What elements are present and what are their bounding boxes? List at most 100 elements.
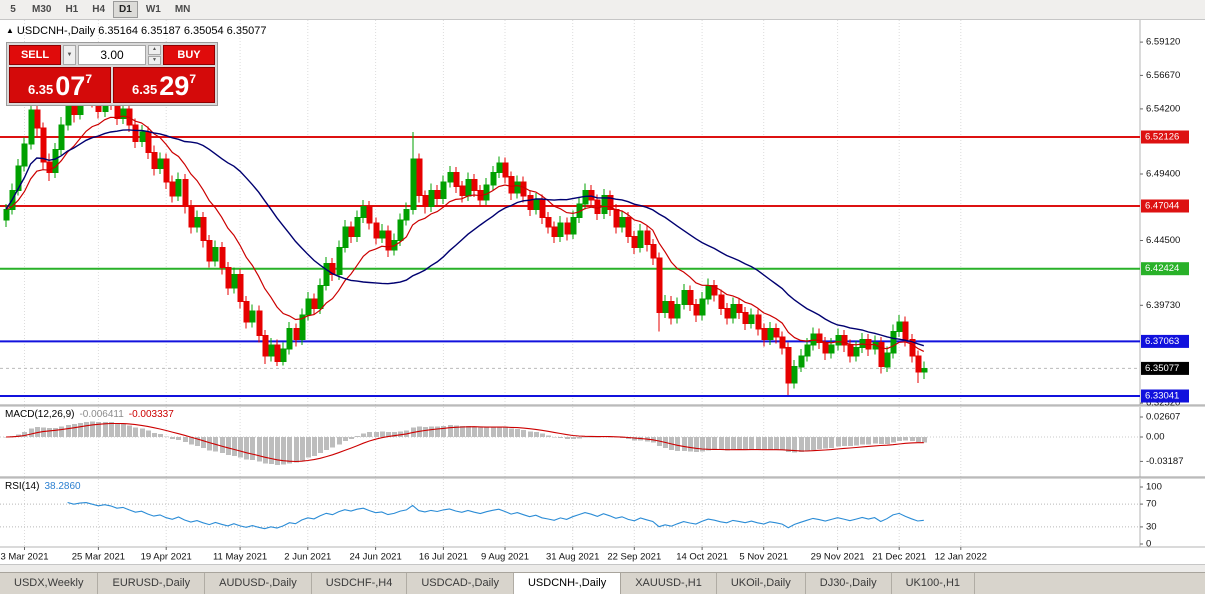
timeframe-button-d1[interactable]: D1 [113,1,138,18]
order-dropdown-button[interactable]: ▼ [63,45,76,65]
macd-histogram-bar [491,427,496,437]
candle-body [453,172,460,187]
horizontal-scrollbar[interactable] [0,564,1205,572]
macd-histogram-bar [792,437,797,453]
timeframe-button-mn[interactable]: MN [168,1,197,18]
panel-separator-rsi[interactable] [0,477,1205,479]
macd-histogram-bar [59,426,64,437]
sell-button[interactable]: SELL [9,45,61,65]
candle-body [822,341,829,354]
ask-price-box[interactable]: 6.35 29 7 [113,67,215,103]
timeframe-button-5[interactable]: 5 [2,1,24,18]
candle-body [736,303,743,313]
candle-body [687,290,694,305]
chart-tab-usdchf-[interactable]: USDCHF-,H4 [312,573,408,594]
macd-histogram-bar [571,437,576,439]
macd-histogram-bar [552,437,557,438]
date-axis-label: 16 Jul 2021 [419,552,468,563]
chart-tab-usdx[interactable]: USDX,Weekly [0,573,99,594]
macd-histogram-bar [127,425,132,437]
rsi-axis-label: 30 [1146,521,1157,532]
macd-histogram-bar [879,437,884,445]
volume-up-button[interactable]: ▲ [148,45,161,55]
candle-body [385,230,392,251]
candle-body [681,290,688,305]
macd-histogram-bar [275,437,280,465]
candle-body [299,314,306,341]
candle-body [34,109,41,129]
candle-body [909,339,916,357]
volume-input[interactable] [78,45,146,65]
candle-body [410,158,417,210]
buy-button[interactable]: BUY [163,45,215,65]
macd-histogram-bar [349,437,354,439]
macd-histogram-bar [780,437,785,451]
macd-histogram-bar [632,437,637,441]
date-axis-label: 21 Dec 2021 [872,552,926,563]
macd-histogram-bar [183,437,188,442]
candle-body [607,195,614,210]
macd-histogram-bar [916,437,921,442]
candle-body [718,294,725,309]
macd-histogram-bar [577,437,582,439]
candle-body [779,336,786,349]
chart-tab-usdcnh-[interactable]: USDCNH-,Daily [513,573,622,594]
level-price-tag: 6.33041 [1145,391,1179,402]
rsi-axis-label: 70 [1146,499,1157,510]
chart-tab-audusd-[interactable]: AUDUSD-,Daily [205,573,312,594]
candle-body [711,284,718,296]
macd-histogram-bar [367,432,372,437]
chart-tab-xauusd-[interactable]: XAUUSD-,H1 [621,573,717,594]
level-price-tag: 6.47044 [1145,201,1179,212]
macd-histogram-bar [201,437,206,448]
candle-body [52,149,59,174]
level-price-tag-box [1141,262,1189,276]
volume-stepper: ▲ ▼ [148,45,161,65]
candle-body [262,335,269,357]
candle-body [915,355,922,373]
bid-price-box[interactable]: 6.35 07 7 [9,67,111,103]
candle-body [804,344,811,357]
macd-histogram-bar [324,437,329,450]
macd-histogram-bar [842,437,847,447]
chart-tab-eurusd-[interactable]: EURUSD-,Daily [98,573,206,594]
candle-body [366,206,373,224]
candle-body [268,344,275,357]
candle-body [490,172,497,186]
date-axis-label: 12 Jan 2022 [935,552,987,563]
chart-window-tabbar: USDX,Weekly EURUSD-,Daily AUDUSD-,Daily USD… [0,572,1205,594]
current-price-tag: 6.35077 [1145,363,1179,374]
chart-tab-dj30-[interactable]: DJ30-,Daily [806,573,892,594]
macd-histogram-bar [41,427,46,437]
candle-body [342,226,349,248]
candle-body [194,217,201,228]
panel-separator-macd[interactable] [0,405,1205,407]
candle-body [317,284,324,309]
macd-histogram-bar [682,437,687,451]
macd-histogram-bar [22,432,27,437]
chart-tab-uk100-[interactable]: UK100-,H1 [892,573,976,594]
candle-body [219,246,226,269]
chart-tab-ukoil-[interactable]: UKOil-,Daily [717,573,806,594]
volume-down-button[interactable]: ▼ [148,55,161,65]
candle-body [878,341,885,368]
candle-body [637,230,644,248]
timeframe-button-w1[interactable]: W1 [139,1,167,18]
candle-body [483,184,490,201]
candle-body [305,298,312,316]
macd-histogram-bar [152,432,157,437]
chart-tab-usdcad-[interactable]: USDCAD-,Daily [407,573,514,594]
timeframe-button-h4[interactable]: H4 [86,1,112,18]
timeframe-button-m30[interactable]: M30 [26,1,58,18]
macd-histogram-bar [300,437,305,461]
bid-price-sup: 7 [85,72,93,86]
candle-body [755,314,762,330]
candle-body [169,181,176,197]
macd-histogram-bar [386,432,391,437]
macd-histogram-bar [330,437,335,448]
timeframe-button-h1[interactable]: H1 [59,1,85,18]
ma-fast-line [5,115,925,352]
candle-body [625,217,632,237]
macd-histogram-bar [423,426,428,437]
